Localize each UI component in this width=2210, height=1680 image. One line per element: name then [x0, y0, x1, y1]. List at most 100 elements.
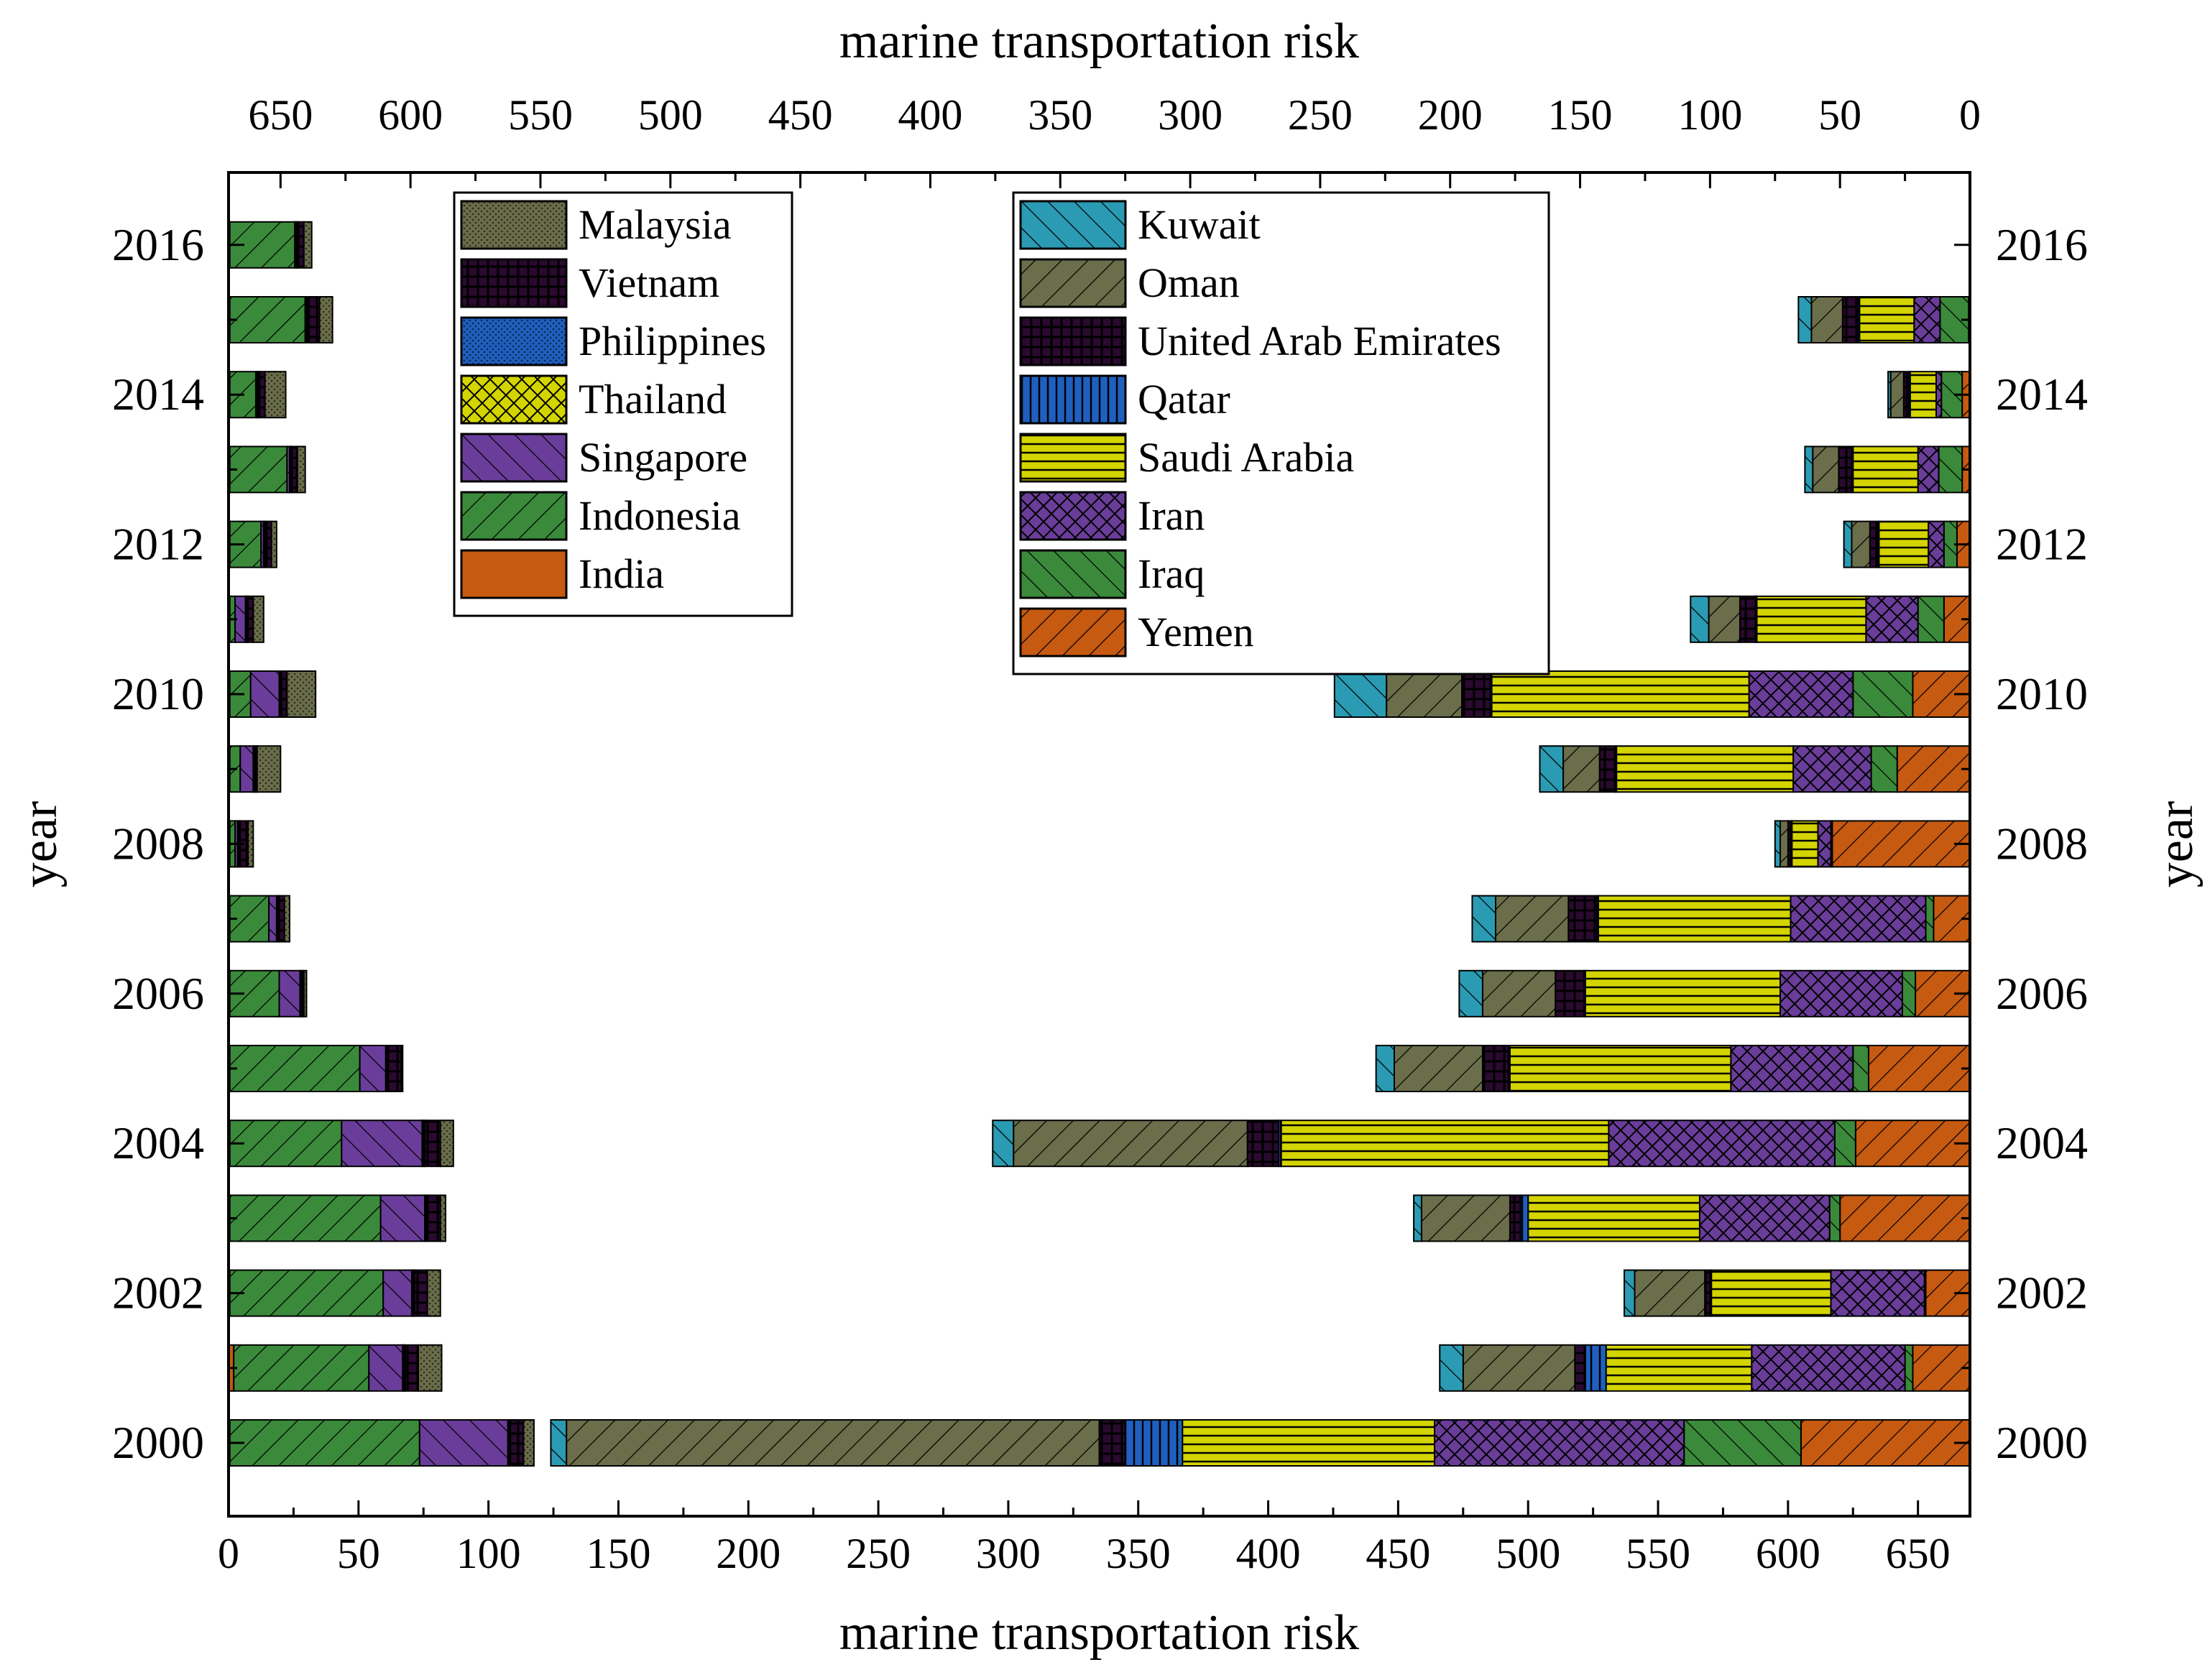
bar-right-oman-2000	[566, 1419, 1100, 1467]
bar-right-saudi-arabia-2014	[1909, 371, 1937, 419]
bottom-axis-title: marine transportation risk	[839, 1605, 1359, 1661]
bar-left-vietnam-2007	[278, 895, 285, 943]
legend-label-philippines: Philippines	[579, 318, 766, 364]
bar-left-singapore-2004	[341, 1120, 423, 1168]
bar-right-united-arab-emirates-2004	[1246, 1120, 1280, 1168]
bar-right-kuwait-2012	[1843, 520, 1853, 568]
bars-layer	[228, 221, 1971, 1467]
bottom-tick-label-550: 550	[1626, 1530, 1690, 1577]
left-year-label-2010: 2010	[112, 668, 204, 719]
top-tick-label-100: 100	[1677, 91, 1742, 139]
bar-right-saudi-arabia-2004	[1280, 1120, 1610, 1168]
top-axis-title: marine transportation risk	[839, 14, 1359, 69]
bar-right-kuwait-2014	[1887, 371, 1892, 419]
bar-right-iraq-2007	[1925, 895, 1935, 943]
bar-right-kuwait-2011	[1690, 595, 1710, 643]
legend-label-india: India	[579, 550, 664, 597]
bottom-tick-label-200: 200	[716, 1530, 781, 1577]
bar-right-oman-2012	[1851, 520, 1871, 568]
legend-label-kuwait: Kuwait	[1138, 201, 1261, 248]
legend-entry-singapore: Singapore	[460, 433, 747, 483]
bar-left-indonesia-2000	[229, 1419, 420, 1467]
legend-entry-philippines: Philippines	[460, 316, 766, 366]
right-year-label-2000: 2000	[1996, 1417, 2088, 1468]
bar-left-malaysia-2006	[303, 969, 308, 1017]
bar-left-indonesia-2004	[229, 1120, 343, 1168]
bar-right-oman-2014	[1889, 371, 1905, 419]
bar-right-iran-2000	[1434, 1419, 1685, 1467]
bar-left-vietnam-2005	[387, 1045, 402, 1092]
legend-label-iran: Iran	[1138, 492, 1205, 539]
bar-left-malaysia-2000	[522, 1419, 535, 1467]
bar-left-vietnam-2013	[291, 446, 298, 494]
top-tick-label-650: 650	[248, 91, 313, 139]
bar-right-oman-2003	[1420, 1194, 1511, 1242]
bar-left-singapore-2007	[268, 895, 277, 943]
bar-right-saudi-arabia-2000	[1182, 1419, 1436, 1467]
bar-right-oman-2009	[1562, 745, 1601, 793]
bar-left-malaysia-2014	[264, 371, 287, 419]
bar-right-iraq-2006	[1901, 969, 1917, 1017]
bar-right-iran-2011	[1865, 595, 1919, 643]
bar-right-iran-2012	[1928, 520, 1945, 568]
bar-left-vietnam-2004	[424, 1120, 441, 1168]
legend-label-yemen: Yemen	[1138, 609, 1254, 655]
bar-right-united-arab-emirates-2006	[1555, 969, 1585, 1017]
bar-right-united-arab-emirates-2014	[1902, 371, 1910, 419]
top-tick-label-0: 0	[1959, 91, 1981, 139]
right-year-label-2016: 2016	[1996, 219, 2088, 270]
legend-1: Kuwait Oman United Arab Emirates Qatar Saudi…	[1012, 191, 1550, 675]
legend-entry-india: India	[460, 549, 664, 599]
bar-right-yemen-2001	[1912, 1344, 1971, 1392]
left-year-label-2006: 2006	[112, 968, 204, 1019]
bar-right-oman-2007	[1495, 895, 1570, 943]
bar-left-indonesia-2003	[229, 1194, 382, 1242]
legend-entry-thailand: Thailand	[460, 374, 727, 425]
bar-left-indonesia-2001	[233, 1344, 370, 1392]
bar-left-vietnam-2015	[308, 296, 321, 343]
legend-entry-oman: Oman	[1019, 258, 1240, 308]
right-year-label-2012: 2012	[1996, 519, 2088, 570]
bar-left-vietnam-2001	[404, 1344, 419, 1392]
bar-left-malaysia-2016	[303, 221, 313, 269]
bar-left-indonesia-2002	[229, 1269, 385, 1317]
bar-right-qatar-2001	[1584, 1344, 1607, 1392]
legend-layer: Malaysia Vietnam Philippines Thailand Singap…	[453, 191, 1550, 675]
legend-entry-malaysia: Malaysia	[460, 200, 732, 250]
bar-right-iran-2006	[1779, 969, 1903, 1017]
bar-right-saudi-arabia-2013	[1852, 446, 1919, 494]
bar-left-singapore-2000	[418, 1419, 509, 1467]
left-year-label-2002: 2002	[112, 1268, 204, 1319]
bar-left-vietnam-2003	[426, 1194, 441, 1242]
bar-right-saudi-arabia-2011	[1756, 595, 1867, 643]
bar-right-united-arab-emirates-2012	[1869, 520, 1879, 568]
legend-label-singapore: Singapore	[579, 434, 747, 481]
bar-right-yemen-2003	[1839, 1194, 1971, 1242]
bar-right-iraq-2000	[1683, 1419, 1802, 1467]
bar-left-singapore-2003	[379, 1194, 426, 1242]
legend-label-united-arab-emirates: United Arab Emirates	[1138, 318, 1501, 364]
bar-left-vietnam-2016	[298, 221, 305, 269]
top-tick-label-300: 300	[1158, 91, 1223, 139]
bar-right-oman-2004	[1013, 1120, 1248, 1168]
bar-right-yemen-2009	[1896, 745, 1971, 793]
right-year-label-2004: 2004	[1996, 1117, 2088, 1168]
left-year-label-2012: 2012	[112, 519, 204, 570]
right-axis-title: year	[2148, 801, 2204, 887]
bar-right-oman-2013	[1812, 446, 1840, 494]
bar-right-qatar-2000	[1124, 1419, 1184, 1467]
bar-right-yemen-2004	[1854, 1120, 1971, 1168]
bar-right-saudi-arabia-2003	[1527, 1194, 1700, 1242]
bar-right-iraq-2013	[1938, 446, 1963, 494]
bottom-tick-label-0: 0	[218, 1530, 239, 1577]
legend-label-indonesia: Indonesia	[579, 492, 741, 539]
legend-entry-kuwait: Kuwait	[1019, 200, 1261, 250]
bar-right-united-arab-emirates-2015	[1841, 296, 1859, 343]
bar-left-malaysia-2003	[439, 1194, 446, 1242]
bottom-tick-label-500: 500	[1496, 1530, 1560, 1577]
bar-left-vietnam-2010	[281, 670, 288, 718]
legend-label-thailand: Thailand	[579, 376, 727, 423]
bar-right-saudi-arabia-2009	[1616, 745, 1795, 793]
legend-entry-vietnam: Vietnam	[460, 258, 719, 308]
bar-left-malaysia-2007	[283, 895, 290, 943]
